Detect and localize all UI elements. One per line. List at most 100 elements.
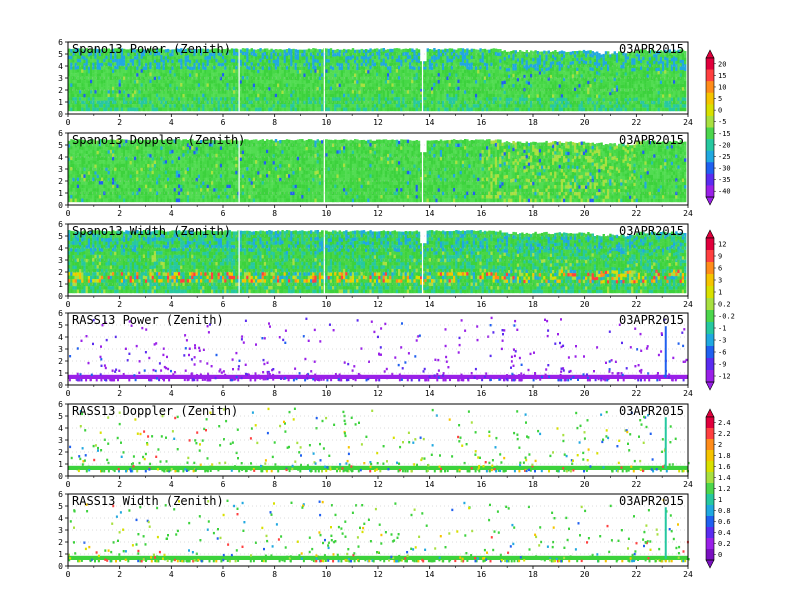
- heatmap-cell: [268, 63, 271, 67]
- heatmap-cell: [270, 55, 273, 60]
- heatmap-cell: [431, 104, 434, 108]
- heatmap-cell: [285, 93, 289, 98]
- heatmap-cell: [127, 93, 130, 98]
- heatmap-cell: [435, 83, 438, 88]
- heatmap-cell: [162, 107, 165, 112]
- heatmap-cell: [549, 71, 553, 76]
- heatmap-cell: [365, 104, 368, 108]
- heatmap-cell: [184, 97, 187, 101]
- heatmap-cell: [677, 56, 680, 61]
- heatmap-cell: [338, 107, 341, 112]
- heatmap-cell: [596, 77, 599, 82]
- heatmap-cell: [79, 62, 82, 67]
- heatmap-cell: [182, 49, 185, 54]
- heatmap-cell: [169, 56, 172, 61]
- heatmap-cell: [560, 60, 564, 65]
- heatmap-cell: [409, 55, 412, 59]
- heatmap-cell: [272, 66, 275, 71]
- heatmap-cell: [252, 90, 256, 95]
- heatmap-cell: [74, 83, 77, 88]
- heatmap-cell: [444, 48, 447, 53]
- heatmap-cell: [358, 73, 361, 78]
- heatmap-cell: [677, 77, 680, 81]
- heatmap-cell: [158, 76, 161, 80]
- heatmap-cell: [92, 69, 95, 74]
- heatmap-cell: [354, 73, 357, 78]
- heatmap-cell: [373, 66, 377, 70]
- heatmap-cell: [332, 107, 335, 112]
- heatmap-cell: [607, 101, 610, 105]
- heatmap-cell: [556, 81, 559, 85]
- heatmap-cell: [360, 83, 363, 88]
- heatmap-cell: [131, 69, 135, 73]
- heatmap-cell: [426, 51, 429, 56]
- heatmap-cell: [593, 91, 597, 95]
- heatmap-cell: [516, 51, 520, 56]
- heatmap-cell: [472, 62, 476, 67]
- heatmap-cell: [354, 56, 357, 61]
- heatmap-cell: [178, 97, 181, 101]
- heatmap-cell: [116, 104, 119, 108]
- heatmap-cell: [662, 51, 665, 55]
- heatmap-cell: [314, 79, 317, 84]
- heatmap-cell: [226, 76, 229, 80]
- heatmap-cell: [327, 90, 330, 94]
- heatmap-cell: [545, 101, 548, 105]
- heatmap-cell: [589, 70, 592, 75]
- heatmap-cell: [404, 86, 407, 91]
- heatmap-cell: [270, 66, 273, 70]
- heatmap-cell: [655, 91, 658, 95]
- heatmap-cell: [600, 70, 603, 74]
- heatmap-cell: [107, 83, 110, 87]
- heatmap-cell: [120, 100, 124, 105]
- heatmap-cell: [618, 94, 621, 98]
- heatmap-cell: [492, 90, 495, 94]
- heatmap-cell: [578, 64, 581, 68]
- heatmap-cell: [123, 83, 126, 88]
- heatmap-cell: [501, 61, 504, 65]
- heatmap-cell: [435, 100, 438, 105]
- heatmap-cell: [642, 50, 645, 54]
- heatmap-cell: [668, 63, 671, 67]
- heatmap-cell: [637, 70, 641, 75]
- heatmap-cell: [413, 77, 416, 81]
- heatmap-cell: [591, 94, 594, 98]
- heatmap-cell: [321, 104, 324, 108]
- heatmap-cell: [609, 70, 612, 74]
- heatmap-cell: [288, 100, 291, 105]
- heatmap-cell: [140, 55, 143, 59]
- heatmap-cell: [376, 86, 379, 91]
- heatmap-cell: [637, 97, 641, 102]
- heatmap-cell: [224, 90, 227, 95]
- heatmap-cell: [657, 74, 660, 78]
- heatmap-cell: [613, 101, 616, 105]
- heatmap-cell: [186, 55, 190, 59]
- heatmap-cell: [318, 66, 322, 70]
- heatmap-cell: [162, 97, 165, 101]
- heatmap-cell: [343, 100, 346, 105]
- heatmap-cell: [296, 104, 300, 108]
- heatmap-cell: [259, 69, 262, 73]
- heatmap-cell: [602, 85, 605, 89]
- heatmap-cell: [369, 83, 372, 87]
- heatmap-cell: [609, 73, 612, 77]
- heatmap-cell: [600, 67, 603, 71]
- heatmap-cell: [351, 69, 355, 73]
- heatmap-cell: [387, 107, 390, 112]
- heatmap-cell: [83, 66, 86, 71]
- heatmap-cell: [79, 104, 82, 108]
- heatmap-cell: [613, 81, 616, 85]
- heatmap-cell: [523, 68, 526, 72]
- heatmap-cell: [244, 86, 247, 91]
- heatmap-cell: [314, 104, 317, 108]
- heatmap-cell: [532, 54, 535, 59]
- heatmap-cell: [310, 49, 313, 53]
- heatmap-cell: [279, 73, 282, 77]
- heatmap-cell: [664, 100, 667, 105]
- heatmap-cell: [312, 62, 315, 66]
- heatmap-cell: [519, 66, 522, 71]
- heatmap-cell: [455, 107, 458, 112]
- heatmap-cell: [415, 55, 418, 60]
- heatmap-cell: [92, 76, 95, 81]
- heatmap-cell: [668, 97, 671, 101]
